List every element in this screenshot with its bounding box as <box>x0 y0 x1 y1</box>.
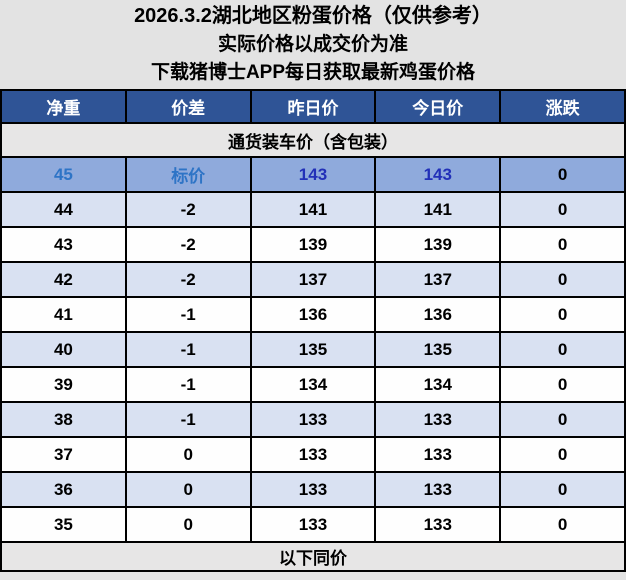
net-weight-cell: 35 <box>0 506 127 543</box>
banner-title: 2026.3.2湖北地区粉蛋价格（仅供参考） <box>134 5 492 28</box>
net-weight-cell: 45 <box>0 156 127 193</box>
table-row: 38 -1 133 133 0 <box>0 401 626 438</box>
price-diff-cell: -2 <box>124 261 252 298</box>
yesterday-price-cell: 139 <box>249 226 377 263</box>
table-row: 35 0 133 133 0 <box>0 506 626 543</box>
today-price-cell: 136 <box>374 296 502 333</box>
header-row: 净重 价差 昨日价 今日价 涨跌 <box>0 89 626 124</box>
change-cell: 0 <box>499 471 626 508</box>
table-row: 41 -1 136 136 0 <box>0 296 626 333</box>
price-diff-cell: 0 <box>124 506 252 543</box>
price-diff-cell: 0 <box>124 471 252 508</box>
table-row: 42 -2 137 137 0 <box>0 261 626 298</box>
header-today-price: 今日价 <box>374 89 502 124</box>
net-weight-cell: 38 <box>0 401 127 438</box>
footer-row: 以下同价 <box>0 541 626 572</box>
net-weight-cell: 40 <box>0 331 127 368</box>
price-diff-cell: 标价 <box>124 156 252 193</box>
change-cell: 0 <box>499 296 626 333</box>
price-diff-cell: -1 <box>124 366 252 403</box>
yesterday-price-cell: 141 <box>249 191 377 228</box>
net-weight-cell: 36 <box>0 471 127 508</box>
table-row: 44 -2 141 141 0 <box>0 191 626 228</box>
today-price-cell: 143 <box>374 156 502 193</box>
price-diff-cell: 0 <box>124 436 252 473</box>
yesterday-price-cell: 137 <box>249 261 377 298</box>
price-diff-cell: -1 <box>124 296 252 333</box>
price-diff-cell: -1 <box>124 331 252 368</box>
change-cell: 0 <box>499 261 626 298</box>
yesterday-price-cell: 133 <box>249 471 377 508</box>
today-price-cell: 134 <box>374 366 502 403</box>
yesterday-price-cell: 133 <box>249 506 377 543</box>
change-cell: 0 <box>499 331 626 368</box>
table-row: 37 0 133 133 0 <box>0 436 626 473</box>
section-row: 通货装车价（含包装） <box>0 122 626 158</box>
today-price-cell: 133 <box>374 471 502 508</box>
change-cell: 0 <box>499 191 626 228</box>
footer-label: 以下同价 <box>0 541 626 572</box>
yesterday-price-cell: 135 <box>249 331 377 368</box>
today-price-cell: 141 <box>374 191 502 228</box>
table-row: 39 -1 134 134 0 <box>0 366 626 403</box>
header-net-weight: 净重 <box>0 89 127 124</box>
section-label: 通货装车价（含包装） <box>0 122 626 158</box>
net-weight-cell: 43 <box>0 226 127 263</box>
change-cell: 0 <box>499 366 626 403</box>
yesterday-price-cell: 136 <box>249 296 377 333</box>
net-weight-cell: 44 <box>0 191 127 228</box>
change-cell: 0 <box>499 226 626 263</box>
title-banner: 2026.3.2湖北地区粉蛋价格（仅供参考） 实际价格以成交价为准 下载猪博士A… <box>0 0 626 89</box>
yesterday-price-cell: 133 <box>249 401 377 438</box>
net-weight-cell: 41 <box>0 296 127 333</box>
change-cell: 0 <box>499 401 626 438</box>
change-cell: 0 <box>499 436 626 473</box>
price-diff-cell: -2 <box>124 226 252 263</box>
price-diff-cell: -2 <box>124 191 252 228</box>
banner-app-promo: 下载猪博士APP每日获取最新鸡蛋价格 <box>150 62 476 83</box>
today-price-cell: 133 <box>374 506 502 543</box>
net-weight-cell: 39 <box>0 366 127 403</box>
banner-subtitle: 实际价格以成交价为准 <box>217 34 408 56</box>
price-table: 净重 价差 昨日价 今日价 涨跌 通货装车价（含包装） 45 标价 143 143 0 4… <box>0 89 626 572</box>
change-cell: 0 <box>499 156 626 193</box>
price-table-body: 45 标价 143 143 0 44 -2 141 141 0 43 -2 139 139 0 42 -2 137… <box>0 156 626 543</box>
table-row: 36 0 133 133 0 <box>0 471 626 508</box>
today-price-cell: 139 <box>374 226 502 263</box>
today-price-cell: 133 <box>374 401 502 438</box>
table-row: 43 -2 139 139 0 <box>0 226 626 263</box>
today-price-cell: 135 <box>374 331 502 368</box>
net-weight-cell: 37 <box>0 436 127 473</box>
table-row: 40 -1 135 135 0 <box>0 331 626 368</box>
table-row: 45 标价 143 143 0 <box>0 156 626 193</box>
net-weight-cell: 42 <box>0 261 127 298</box>
change-cell: 0 <box>499 506 626 543</box>
today-price-cell: 137 <box>374 261 502 298</box>
header-yesterday-price: 昨日价 <box>249 89 377 124</box>
header-price-diff: 价差 <box>124 89 252 124</box>
yesterday-price-cell: 134 <box>249 366 377 403</box>
header-change: 涨跌 <box>499 89 626 124</box>
yesterday-price-cell: 143 <box>249 156 377 193</box>
price-diff-cell: -1 <box>124 401 252 438</box>
today-price-cell: 133 <box>374 436 502 473</box>
yesterday-price-cell: 133 <box>249 436 377 473</box>
